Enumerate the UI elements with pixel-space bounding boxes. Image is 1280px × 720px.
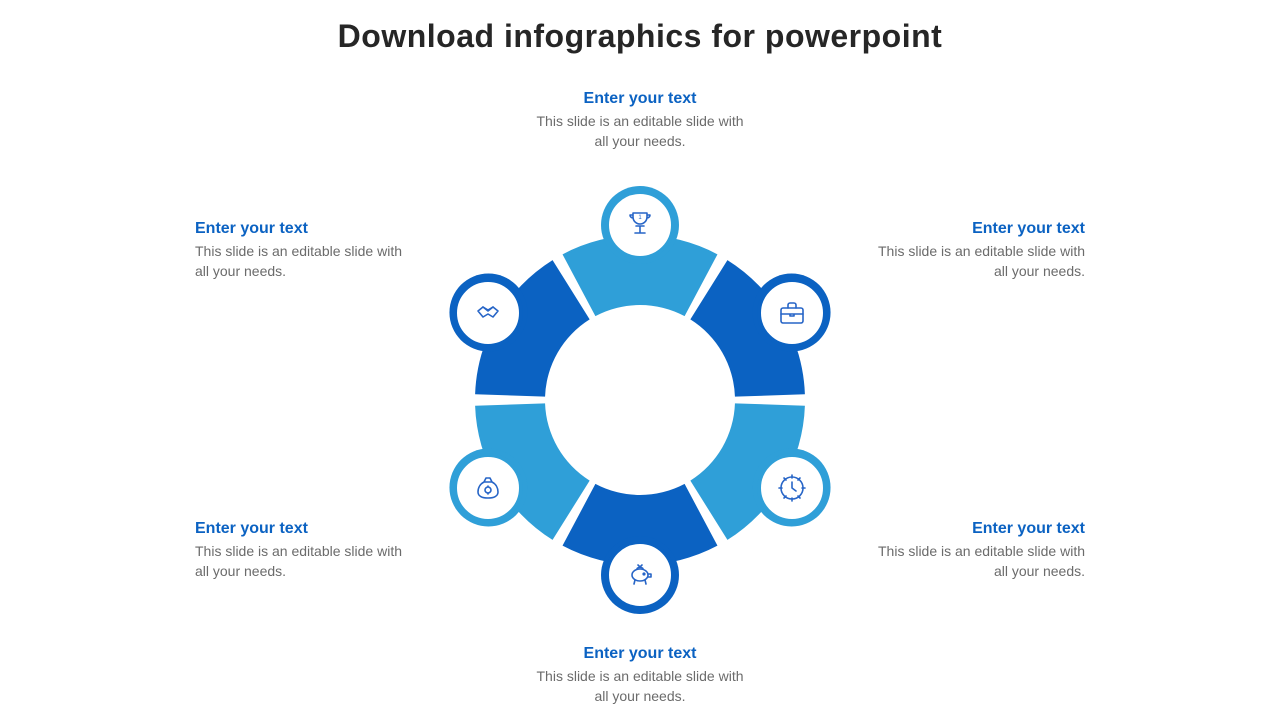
handshake-icon-disc bbox=[453, 278, 523, 348]
handshake-icon bbox=[472, 297, 504, 329]
text-block-2: Enter your text This slide is an editable… bbox=[865, 520, 1085, 581]
icons-layer: 1 bbox=[424, 184, 856, 616]
page-title: Download infographics for powerpoint bbox=[0, 18, 1280, 55]
text-heading-5: Enter your text bbox=[195, 220, 415, 238]
text-block-4: Enter your text This slide is an editable… bbox=[195, 520, 415, 581]
svg-text:1: 1 bbox=[638, 215, 642, 221]
text-desc-5: This slide is an editable slide with all… bbox=[195, 242, 415, 281]
trophy-icon-disc: 1 bbox=[605, 190, 675, 260]
piggy-icon bbox=[624, 559, 656, 591]
text-heading-0: Enter your text bbox=[530, 90, 750, 108]
text-desc-4: This slide is an editable slide with all… bbox=[195, 542, 415, 581]
text-desc-3: This slide is an editable slide with all… bbox=[530, 667, 750, 706]
trophy-icon: 1 bbox=[624, 209, 656, 241]
text-block-0: Enter your text This slide is an editable… bbox=[530, 90, 750, 151]
text-block-3: Enter your text This slide is an editable… bbox=[530, 645, 750, 706]
text-heading-2: Enter your text bbox=[865, 520, 1085, 538]
text-heading-1: Enter your text bbox=[865, 220, 1085, 238]
text-block-5: Enter your text This slide is an editable… bbox=[195, 220, 415, 281]
briefcase-icon-disc bbox=[757, 278, 827, 348]
moneybag-icon-disc bbox=[453, 453, 523, 523]
piggy-icon-disc bbox=[605, 540, 675, 610]
moneybag-icon bbox=[472, 472, 504, 504]
text-heading-3: Enter your text bbox=[530, 645, 750, 663]
text-desc-2: This slide is an editable slide with all… bbox=[865, 542, 1085, 581]
text-heading-4: Enter your text bbox=[195, 520, 415, 538]
briefcase-icon bbox=[776, 297, 808, 329]
text-desc-0: This slide is an editable slide with all… bbox=[530, 112, 750, 151]
text-desc-1: This slide is an editable slide with all… bbox=[865, 242, 1085, 281]
clock-icon-disc bbox=[757, 453, 827, 523]
text-block-1: Enter your text This slide is an editable… bbox=[865, 220, 1085, 281]
clock-icon bbox=[776, 472, 808, 504]
